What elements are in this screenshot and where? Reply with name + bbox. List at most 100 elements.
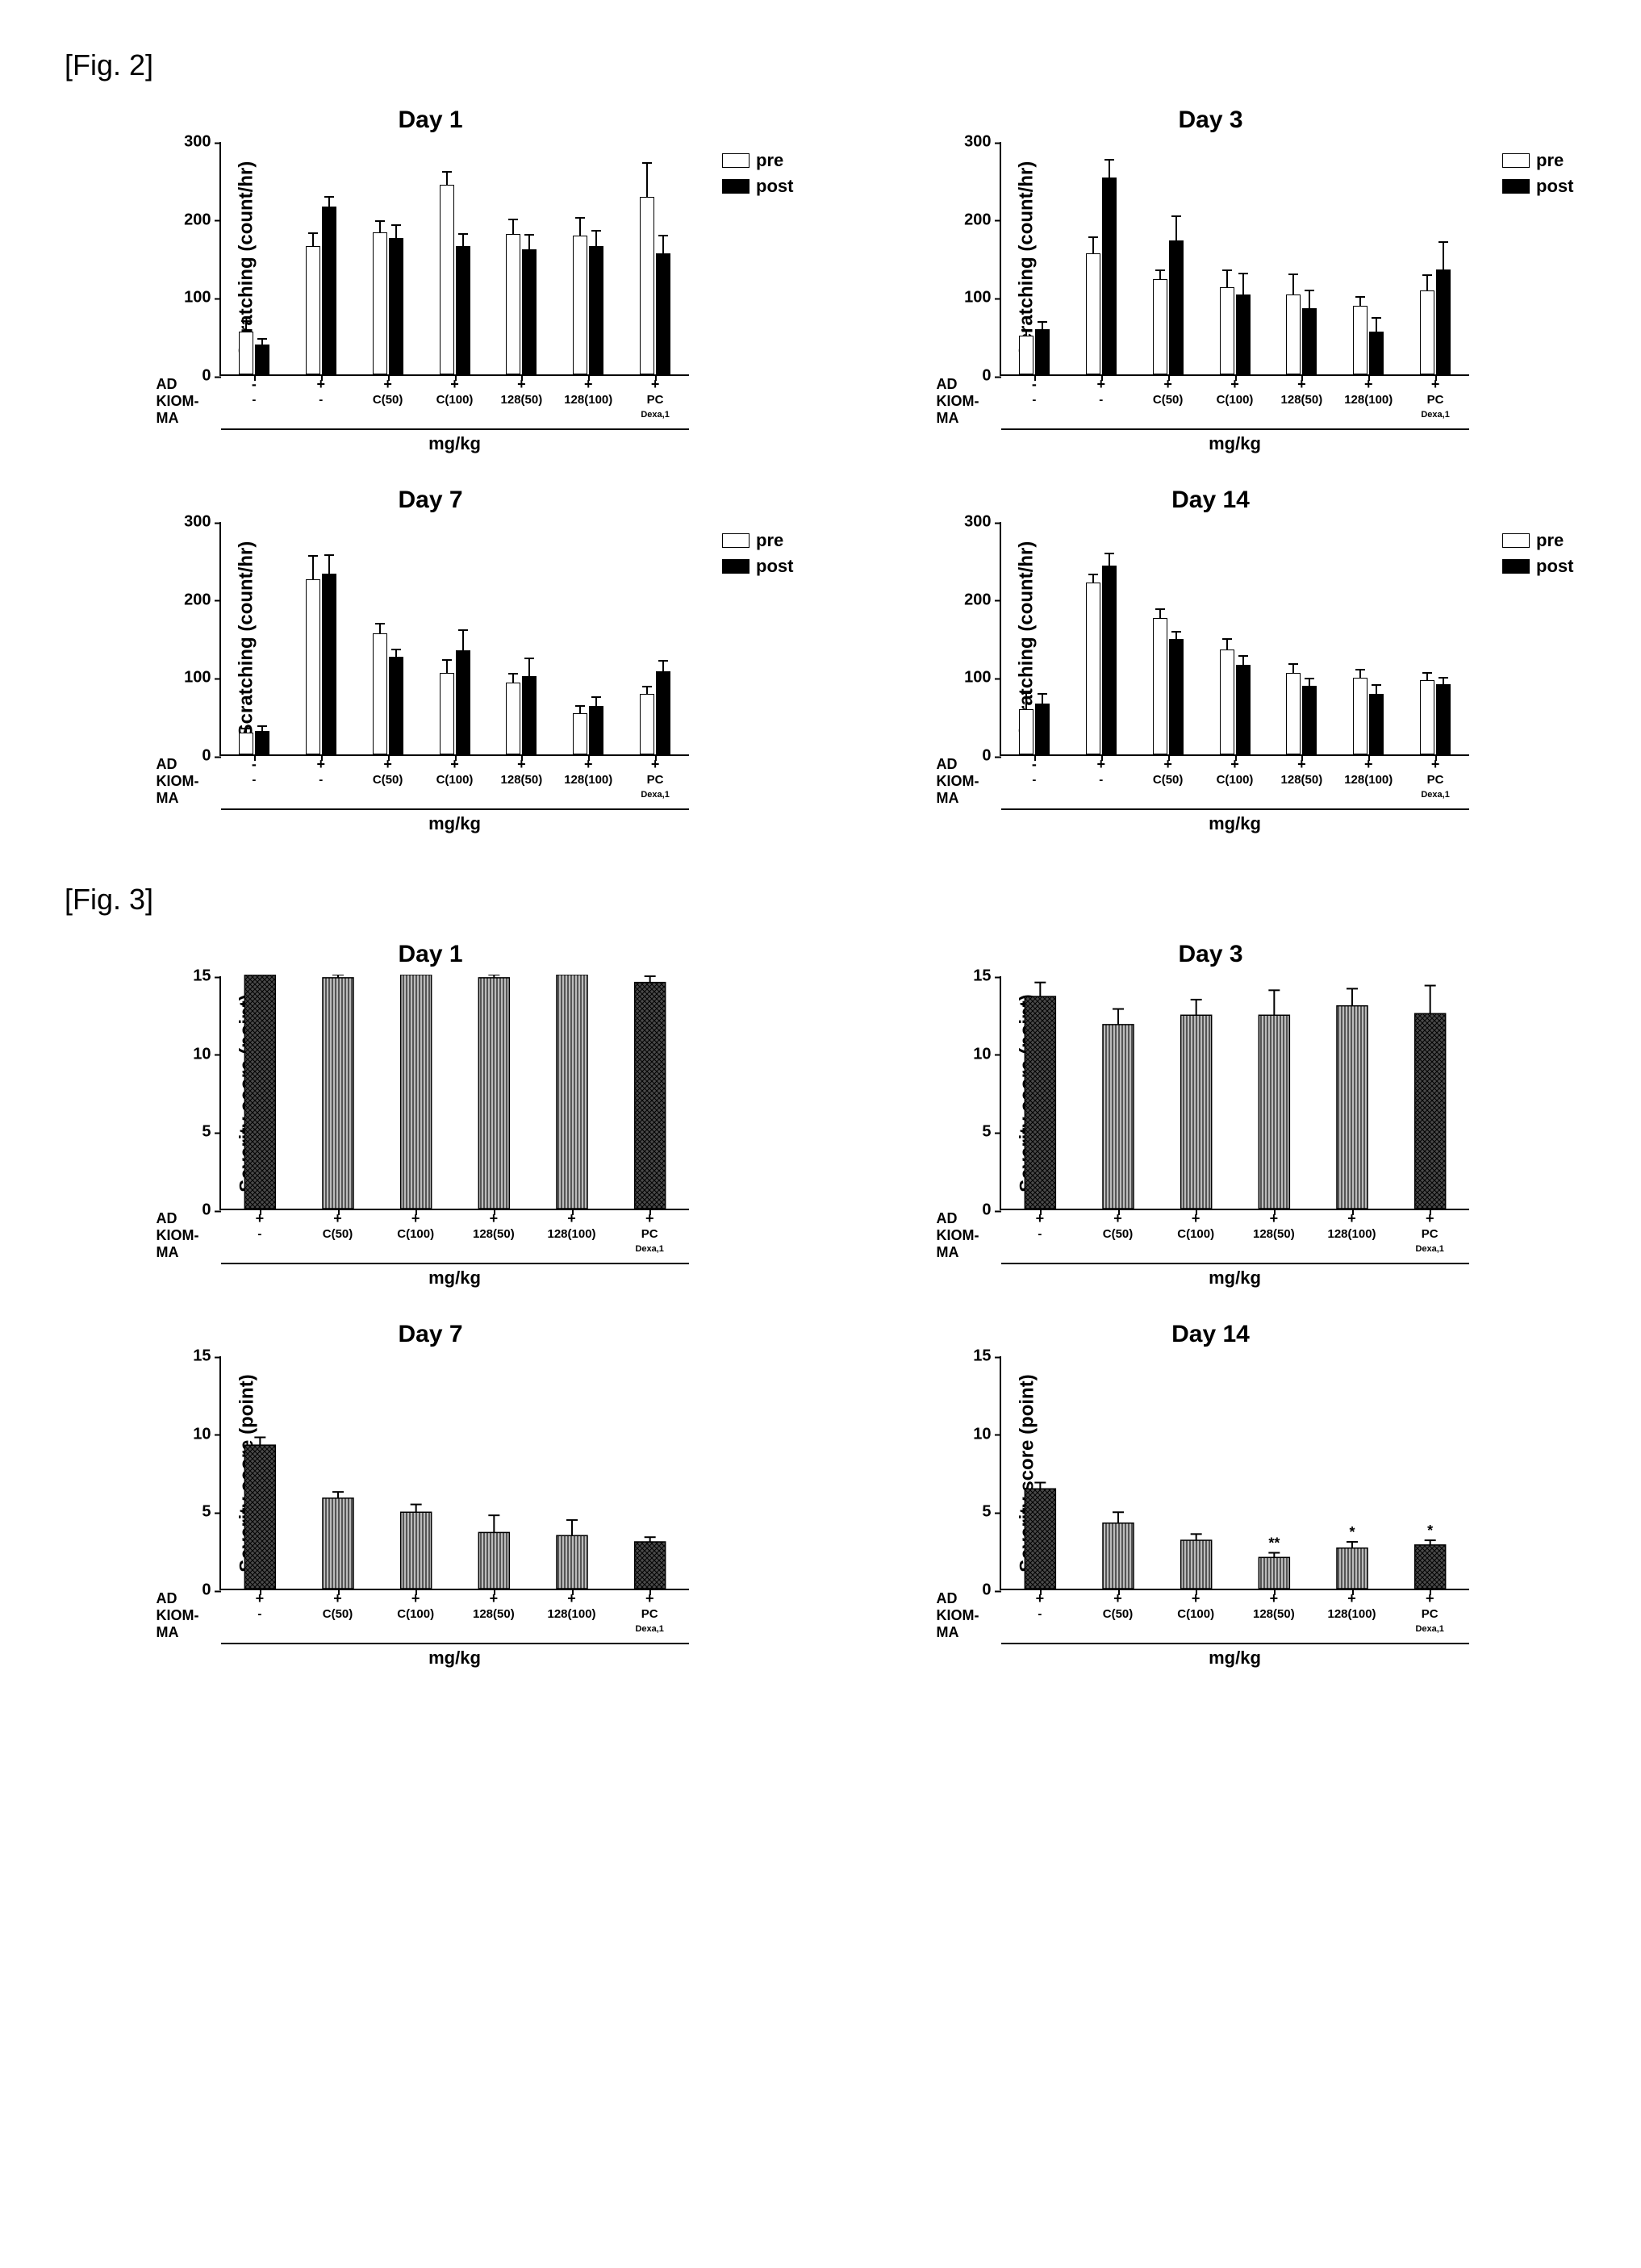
bar <box>1337 1006 1368 1209</box>
bar-fill <box>522 676 537 754</box>
error-bar <box>1376 686 1377 694</box>
bar-fill <box>640 197 654 374</box>
bar <box>1414 1545 1445 1589</box>
bar <box>323 978 353 1209</box>
error-cap <box>1305 290 1314 291</box>
bar-post <box>1236 665 1251 754</box>
bar-post <box>456 246 470 375</box>
bar-pre <box>1086 253 1100 374</box>
x-caption: mg/kg <box>221 1268 689 1289</box>
x-row-ad: AD-++++++ <box>953 756 1469 773</box>
x-underline <box>221 808 689 810</box>
error-cap <box>1222 638 1232 640</box>
panel-title: Day 3 <box>1178 107 1242 134</box>
x-axis-labels: AD++++++KIOM-MA-C(50)C(100)128(50)128(10… <box>953 1590 1469 1669</box>
legend-swatch <box>1502 153 1530 168</box>
y-tick: 5 <box>202 1123 219 1142</box>
bar-fill <box>589 706 603 754</box>
fig3-panel-day14: Day 14Severity score (point)051015****AD… <box>845 1321 1576 1669</box>
bar-group <box>1420 680 1451 754</box>
x-tick <box>388 754 390 761</box>
plot-region <box>221 142 689 376</box>
y-tick: 0 <box>202 1581 219 1600</box>
fig3-panel-day3: Day 3Severity score (point)051015AD+++++… <box>845 941 1576 1289</box>
bar-fill <box>1169 639 1184 754</box>
legend-item: pre <box>722 530 793 551</box>
x-tick <box>415 1589 417 1595</box>
x-cell: PCDexa,1 <box>622 773 689 807</box>
bar-fill <box>506 683 520 754</box>
bar-fill <box>573 713 587 754</box>
x-caption: mg/kg <box>221 433 689 454</box>
legend-item: post <box>722 556 793 577</box>
x-cell: - <box>1067 393 1134 427</box>
fig3-panel-day1: Day 1Severity score (point)051015AD+++++… <box>65 941 796 1289</box>
chart-area: Scratching (count/hr)0100200300prepost <box>953 142 1469 376</box>
x-tick <box>1430 1209 1431 1215</box>
bar <box>400 975 431 1209</box>
error-cap <box>591 230 601 232</box>
x-underline-wrap: mg/kg <box>173 428 689 454</box>
bar-fill <box>322 574 336 754</box>
x-cell: PCDexa,1 <box>1391 1607 1469 1641</box>
x-cell: C(100) <box>1157 1607 1235 1641</box>
error-cap <box>575 705 585 707</box>
plot-region <box>221 522 689 756</box>
x-tick <box>588 374 590 381</box>
x-row-label-kiom: KIOM-MA <box>157 393 221 427</box>
error-bar <box>1359 298 1361 306</box>
error-bar <box>446 173 448 185</box>
x-row-kiom: KIOM-MA--C(50)C(100)128(50)128(100)PCDex… <box>173 773 689 807</box>
bar-pre <box>1286 673 1301 755</box>
chart-area: Severity score (point)051015 <box>953 976 1469 1210</box>
x-tick <box>1118 1589 1120 1595</box>
y-tick: 5 <box>982 1503 999 1522</box>
error-cap <box>1372 684 1381 686</box>
bar-pre <box>1420 290 1434 374</box>
error-cap <box>1104 159 1114 161</box>
x-cell: C(100) <box>1201 393 1268 427</box>
bar-fill <box>656 671 670 754</box>
x-row-ad: AD-++++++ <box>173 756 689 773</box>
bar-fill <box>306 579 320 755</box>
error-cap <box>1355 669 1365 670</box>
bar-group <box>1153 618 1184 754</box>
bar-group <box>1019 329 1050 374</box>
x-underline-wrap: mg/kg <box>953 808 1469 834</box>
error-cap <box>642 162 652 164</box>
bar-post <box>255 345 269 374</box>
bar-pre <box>1353 678 1368 754</box>
y-tick: 5 <box>982 1123 999 1142</box>
bar-fill <box>306 246 320 375</box>
y-axis: 0100200300 <box>173 142 221 376</box>
bar-pre <box>373 633 387 754</box>
error-bar <box>1226 640 1228 649</box>
error-bar <box>245 729 247 733</box>
legend: prepost <box>722 150 793 197</box>
x-caption: mg/kg <box>221 1648 689 1669</box>
x-tick <box>321 374 323 381</box>
x-tick <box>1040 1589 1042 1595</box>
error-bar <box>379 624 381 634</box>
bar <box>634 983 665 1209</box>
error-bar <box>1025 331 1027 336</box>
bar <box>634 1542 665 1589</box>
x-underline <box>221 428 689 430</box>
x-row-label-kiom: KIOM-MA <box>937 393 1001 427</box>
error-bar <box>462 235 464 246</box>
error-bar <box>1092 238 1094 253</box>
x-tick <box>649 1209 651 1215</box>
error-cap <box>375 623 385 624</box>
x-tick <box>1101 754 1103 761</box>
x-tick <box>494 1589 495 1595</box>
error-cap <box>1238 655 1248 657</box>
bar-group <box>1286 673 1317 755</box>
bar-group <box>1086 178 1117 374</box>
bar-post <box>656 253 670 374</box>
x-cell: PCDexa,1 <box>1402 393 1469 427</box>
legend-text: pre <box>756 530 783 551</box>
bar-fill <box>1102 178 1117 374</box>
error-cap <box>642 686 652 687</box>
bar <box>1025 996 1055 1209</box>
bar-fill <box>456 650 470 754</box>
